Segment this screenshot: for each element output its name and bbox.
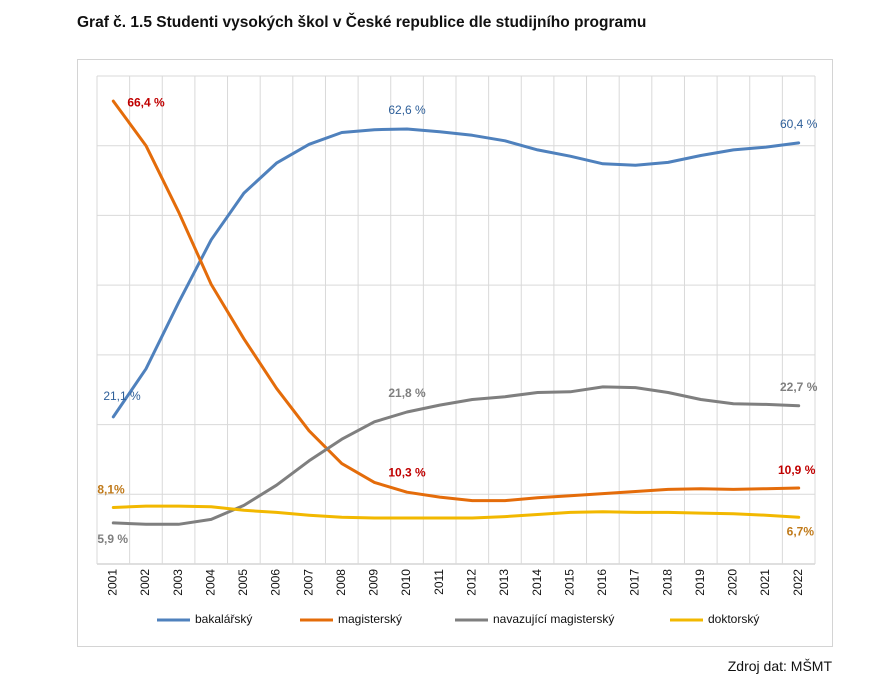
x-tick-label: 2004 [203, 569, 217, 596]
series-line [111, 385, 801, 526]
data-labels: 21,1 % 62,6 % 60,4 % 66,4 % 10,3 % 10,9 % 5,9 … [97, 95, 817, 546]
series-line [111, 504, 801, 520]
data-label: 66,4 % [127, 95, 165, 109]
x-tick-label: 2022 [791, 569, 805, 596]
data-label: 6,7% [787, 524, 815, 538]
data-label: 8,1% [97, 483, 125, 497]
series-line [111, 99, 801, 503]
x-tick-label: 2012 [464, 569, 478, 596]
data-label: 62,6 % [388, 103, 426, 117]
data-label: 60,4 % [780, 117, 818, 131]
x-tick-label: 2006 [269, 569, 283, 596]
data-label: 5,9 % [97, 532, 128, 546]
legend-label: doktorský [708, 612, 759, 626]
x-tick-label: 2007 [301, 569, 315, 596]
data-label: 21,8 % [388, 386, 426, 400]
x-tick-label: 2013 [497, 569, 511, 596]
x-tick-label: 2001 [105, 569, 119, 596]
legend-label: bakalářský [195, 612, 252, 626]
x-tick-label: 2002 [138, 569, 152, 596]
legend-label: navazující magisterský [493, 612, 614, 626]
chart-frame [77, 59, 833, 647]
legend-label: magisterský [338, 612, 402, 626]
x-tick-label: 2011 [432, 569, 446, 595]
grid-lines [96, 75, 816, 565]
x-tick-label: 2016 [595, 569, 609, 596]
x-tick-label: 2008 [334, 569, 348, 596]
x-tick-label: 2021 [758, 569, 772, 596]
x-axis-ticks: 2001 2002 2003 2004 2005 2006 2007 2008 2009 2010… [105, 569, 804, 596]
x-tick-label: 2005 [236, 569, 250, 596]
data-label: 22,7 % [780, 380, 818, 394]
series-lines [111, 99, 801, 526]
x-tick-label: 2019 [693, 569, 707, 596]
x-tick-label: 2017 [628, 569, 642, 596]
x-tick-label: 2003 [171, 569, 185, 596]
series-line [111, 127, 801, 419]
x-tick-label: 2018 [660, 569, 674, 596]
chart-title: Graf č. 1.5 Studenti vysokých škol v Čes… [77, 14, 647, 31]
data-label: 21,1 % [103, 389, 141, 403]
x-tick-label: 2014 [530, 569, 544, 596]
x-tick-label: 2015 [562, 569, 576, 596]
legend: bakalářský magisterský navazující magister… [157, 612, 759, 626]
data-label: 10,9 % [778, 463, 816, 477]
x-tick-label: 2020 [726, 569, 740, 596]
source-note: Zdroj dat: MŠMT [727, 658, 832, 674]
x-tick-label: 2009 [367, 569, 381, 596]
x-tick-label: 2010 [399, 569, 413, 596]
data-label: 10,3 % [388, 465, 426, 479]
